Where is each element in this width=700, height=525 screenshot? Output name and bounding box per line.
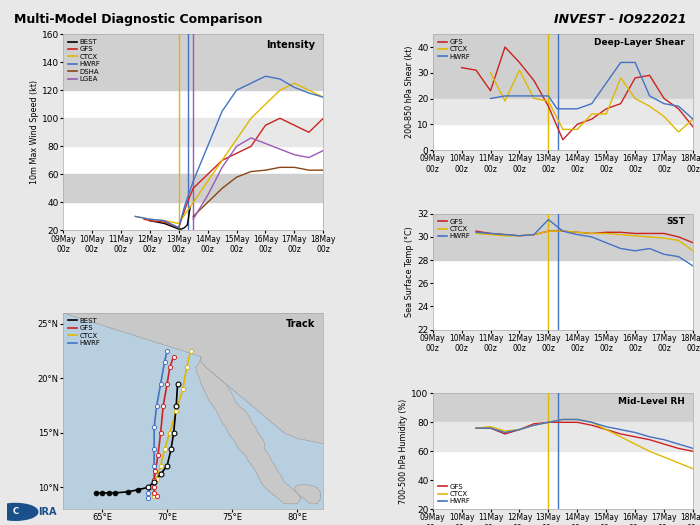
Legend: GFS, CTCX, HWRF: GFS, CTCX, HWRF bbox=[436, 38, 472, 61]
Text: Track: Track bbox=[286, 319, 316, 329]
Text: SST: SST bbox=[666, 217, 685, 226]
Circle shape bbox=[0, 503, 38, 520]
Bar bbox=[433, 422, 693, 452]
Polygon shape bbox=[295, 484, 321, 504]
Text: C: C bbox=[13, 507, 18, 517]
Text: INVEST - IO922021: INVEST - IO922021 bbox=[554, 13, 686, 26]
Legend: BEST, GFS, CTCX, HWRF: BEST, GFS, CTCX, HWRF bbox=[66, 317, 102, 348]
Y-axis label: 200-850 hPa Shear (kt): 200-850 hPa Shear (kt) bbox=[405, 46, 414, 138]
Text: Mid-Level RH: Mid-Level RH bbox=[618, 397, 685, 406]
Text: Multi-Model Diagnostic Comparison: Multi-Model Diagnostic Comparison bbox=[14, 13, 262, 26]
Bar bbox=[433, 99, 693, 124]
Y-axis label: 700-500 hPa Humidity (%): 700-500 hPa Humidity (%) bbox=[400, 398, 409, 504]
Legend: GFS, CTCX, HWRF: GFS, CTCX, HWRF bbox=[436, 482, 472, 506]
Bar bbox=[433, 393, 693, 422]
Text: Intensity: Intensity bbox=[267, 40, 316, 50]
Legend: BEST, GFS, CTCX, HWRF, DSHA, LGEA: BEST, GFS, CTCX, HWRF, DSHA, LGEA bbox=[66, 38, 102, 83]
Y-axis label: 10m Max Wind Speed (kt): 10m Max Wind Speed (kt) bbox=[30, 80, 38, 184]
Bar bbox=[63, 34, 323, 90]
Y-axis label: Sea Surface Temp (°C): Sea Surface Temp (°C) bbox=[405, 226, 414, 317]
Polygon shape bbox=[196, 356, 301, 504]
Text: IRA: IRA bbox=[38, 507, 56, 517]
Bar bbox=[63, 118, 323, 146]
Text: Deep-Layer Shear: Deep-Layer Shear bbox=[594, 38, 685, 47]
Polygon shape bbox=[63, 313, 323, 444]
Legend: GFS, CTCX, HWRF: GFS, CTCX, HWRF bbox=[436, 217, 472, 241]
Bar bbox=[63, 174, 323, 203]
Bar bbox=[433, 214, 693, 260]
Bar bbox=[433, 34, 693, 99]
